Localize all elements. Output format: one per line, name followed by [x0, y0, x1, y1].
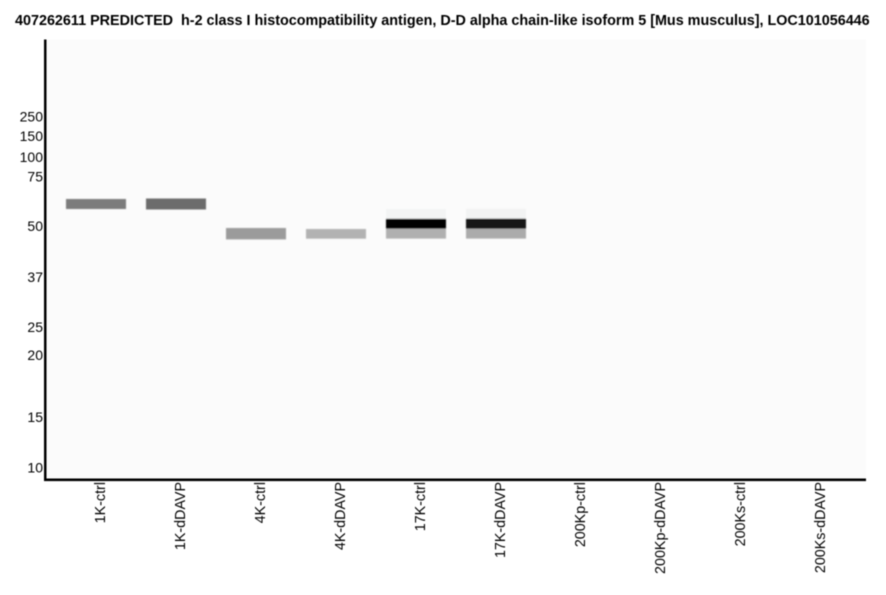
svg-text:200Kp-dDAVP: 200Kp-dDAVP	[653, 482, 669, 574]
svg-text:15: 15	[27, 409, 43, 425]
svg-text:75: 75	[27, 169, 43, 185]
svg-text:37: 37	[27, 269, 43, 285]
svg-text:50: 50	[27, 218, 43, 234]
svg-text:4K-ctrl: 4K-ctrl	[253, 482, 269, 523]
svg-text:200Ks-ctrl: 200Ks-ctrl	[733, 482, 749, 546]
svg-text:200Ks-dDAVP: 200Ks-dDAVP	[813, 482, 829, 573]
svg-text:100: 100	[20, 149, 44, 165]
svg-text:4K-dDAVP: 4K-dDAVP	[333, 482, 349, 550]
svg-text:1K-ctrl: 1K-ctrl	[93, 482, 109, 523]
svg-text:20: 20	[27, 347, 43, 363]
svg-text:407262611 PREDICTED h-2 class: 407262611 PREDICTED h-2 class I histocom…	[15, 13, 870, 29]
svg-text:25: 25	[27, 319, 43, 335]
svg-text:17K-dDAVP: 17K-dDAVP	[493, 482, 509, 558]
svg-text:150: 150	[20, 128, 44, 144]
svg-text:250: 250	[20, 109, 44, 125]
svg-text:1K-dDAVP: 1K-dDAVP	[173, 482, 189, 550]
svg-text:17K-ctrl: 17K-ctrl	[413, 482, 429, 531]
svg-text:10: 10	[27, 460, 43, 476]
svg-text:200Kp-ctrl: 200Kp-ctrl	[573, 482, 589, 547]
